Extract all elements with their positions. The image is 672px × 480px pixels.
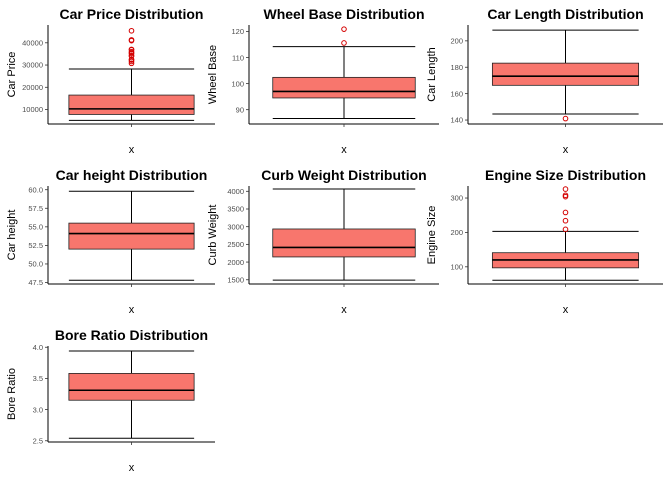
y-tick-label: 47.5 [28, 278, 43, 287]
y-tick-label: 10000 [22, 105, 43, 114]
y-tick-label: 100 [231, 79, 244, 88]
y-tick-label: 180 [450, 63, 463, 72]
y-tick-label: 160 [450, 89, 463, 98]
y-tick-label: 4000 [227, 187, 244, 196]
y-tick-label: 30000 [22, 61, 43, 70]
outlier-point [128, 48, 135, 55]
chart-title: Engine Size Distribution [485, 167, 646, 183]
outlier-point [128, 52, 135, 59]
y-axis-label: Engine Size [426, 206, 438, 265]
outlier-point [128, 27, 135, 34]
y-axis-label: Bore Ratio [6, 368, 18, 420]
chart-title: Bore Ratio Distribution [55, 327, 208, 343]
y-tick-label: 110 [232, 53, 244, 62]
y-tick-label: 120 [231, 27, 244, 36]
chart-title: Wheel Base Distribution [263, 6, 424, 22]
outlier-point [128, 37, 135, 43]
y-tick-label: 52.5 [28, 241, 43, 250]
y-tick-label: 55.0 [28, 223, 43, 232]
y-axis-label: Car Price [6, 52, 18, 98]
y-tick-label: 2000 [227, 258, 244, 267]
y-tick-label: 1500 [227, 275, 244, 284]
outlier-point [128, 56, 135, 63]
outlier-point [562, 209, 569, 216]
outlier-point [128, 46, 135, 53]
y-tick-label: 3.5 [33, 374, 43, 383]
boxplot-panel: Wheel Base Distribution 90 100 110 120 x Wheel… [207, 6, 439, 156]
outlier-point [341, 40, 347, 46]
chart-title: Car height Distribution [56, 167, 208, 183]
chart-title: Curb Weight Distribution [261, 167, 426, 183]
iqr-box [68, 222, 195, 250]
x-axis-label: x [563, 144, 569, 156]
y-tick-label: 3500 [227, 205, 244, 214]
y-axis-label: Wheel Base [207, 45, 219, 104]
outlier-point [562, 115, 569, 122]
y-tick-label: 20000 [22, 83, 43, 92]
x-axis-label: x [129, 144, 135, 156]
y-tick-label: 100 [450, 263, 463, 272]
y-tick-label: 3000 [227, 222, 244, 231]
y-tick-label: 200 [450, 228, 463, 237]
y-axis-label: Car Length [426, 47, 438, 101]
boxplot-panel: Car Price Distribution 10000 20000 30000 400… [6, 6, 215, 156]
iqr-box [491, 62, 640, 86]
y-tick-label: 40000 [22, 38, 43, 47]
outlier-point [562, 217, 569, 224]
boxplot-panel: Curb Weight Distribution 1500 2000 2500 3000… [207, 167, 439, 316]
y-axis-label: Car height [6, 210, 18, 261]
outlier-point [562, 226, 569, 233]
iqr-box [272, 76, 416, 99]
outlier-point [562, 186, 569, 192]
outlier-point [562, 192, 569, 199]
outlier-point [341, 26, 347, 32]
boxplot-panel: Bore Ratio Distribution 2.5 3.0 3.5 4.0 x Bore… [6, 327, 215, 474]
chart-title: Car Price Distribution [60, 6, 204, 22]
boxplot-panel: Car height Distribution 47.5 50.0 52.5 55.0 5… [6, 167, 215, 316]
x-axis-label: x [129, 304, 135, 316]
y-tick-label: 300 [450, 194, 463, 203]
iqr-box [68, 373, 195, 401]
outlier-point [128, 60, 135, 67]
x-axis-label: x [341, 144, 347, 156]
y-tick-label: 200 [450, 37, 463, 46]
y-tick-label: 3.0 [33, 405, 43, 414]
iqr-box [68, 94, 195, 115]
y-tick-label: 4.0 [33, 343, 43, 352]
x-axis-label: x [129, 462, 135, 474]
chart-title: Car Length Distribution [487, 6, 643, 22]
y-tick-label: 90 [236, 105, 244, 114]
y-tick-label: 60.0 [28, 185, 43, 194]
y-tick-label: 2500 [227, 240, 244, 249]
iqr-box [272, 228, 416, 258]
y-tick-label: 50.0 [28, 260, 43, 269]
x-axis-label: x [341, 304, 347, 316]
y-tick-label: 140 [450, 116, 463, 125]
y-tick-label: 57.5 [28, 204, 43, 213]
boxplot-panel: Engine Size Distribution 100 200 300 x Engine… [426, 167, 663, 316]
y-axis-label: Curb Weight [207, 205, 219, 266]
y-tick-label: 2.5 [33, 436, 43, 445]
boxplot-panel: Car Length Distribution 140 160 180 200 x Car … [426, 6, 663, 156]
x-axis-label: x [563, 304, 569, 316]
